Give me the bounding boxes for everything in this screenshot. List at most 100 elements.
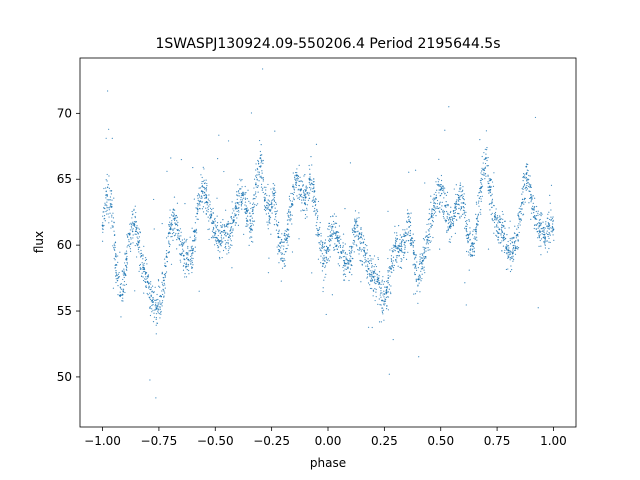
data-point: [532, 202, 534, 204]
data-point: [351, 246, 353, 248]
data-point: [463, 202, 465, 204]
data-point: [323, 245, 326, 248]
data-point: [257, 159, 259, 162]
data-point: [480, 179, 482, 181]
data-point: [469, 227, 471, 229]
data-point: [105, 197, 107, 199]
data-point: [191, 254, 193, 256]
data-point: [500, 234, 502, 236]
data-point: [155, 305, 157, 307]
data-point: [163, 279, 165, 282]
data-point: [345, 256, 347, 258]
data-point: [185, 262, 187, 264]
data-point: [244, 204, 246, 206]
data-point: [301, 202, 303, 204]
data-point: [369, 260, 371, 262]
data-point: [526, 178, 529, 180]
data-point: [445, 201, 447, 203]
data-point: [353, 234, 355, 236]
data-point: [301, 181, 304, 183]
data-point: [225, 235, 227, 237]
data-point: [538, 235, 540, 238]
data-point: [419, 256, 421, 258]
data-point: [480, 198, 482, 200]
data-point: [446, 231, 448, 233]
data-point: [434, 202, 436, 204]
data-point: [119, 283, 122, 285]
data-point: [419, 278, 421, 280]
data-point: [197, 210, 199, 212]
data-point: [342, 251, 345, 253]
data-point: [447, 204, 449, 206]
data-point: [508, 254, 510, 256]
data-point: [157, 306, 159, 308]
data-point: [227, 140, 230, 142]
data-point: [528, 202, 530, 204]
data-point: [398, 225, 400, 227]
data-point: [248, 227, 250, 229]
data-point: [246, 220, 248, 222]
data-point: [297, 179, 299, 181]
data-point: [535, 210, 537, 213]
data-point: [316, 216, 319, 219]
data-point: [292, 204, 294, 206]
data-point: [472, 230, 474, 232]
data-point: [201, 195, 203, 197]
data-point: [467, 242, 469, 244]
data-point: [427, 247, 429, 249]
data-point: [444, 129, 446, 131]
data-point: [176, 239, 178, 241]
data-point: [116, 273, 118, 275]
data-point: [458, 198, 461, 200]
data-point: [427, 249, 429, 251]
data-point: [400, 267, 403, 269]
data-point: [130, 238, 132, 240]
data-point: [161, 281, 163, 283]
data-point: [441, 185, 444, 187]
data-point: [483, 152, 485, 154]
data-point: [309, 180, 311, 182]
data-point: [363, 238, 366, 240]
data-point: [404, 248, 406, 250]
data-point: [354, 218, 356, 220]
data-point: [391, 266, 394, 268]
data-point: [177, 221, 179, 223]
data-point: [444, 187, 446, 189]
data-point: [134, 233, 136, 235]
data-point: [408, 220, 411, 223]
data-point: [382, 313, 384, 315]
data-point: [134, 244, 136, 247]
data-point: [427, 218, 430, 221]
data-point: [449, 227, 452, 229]
data-point: [460, 215, 462, 217]
data-point: [229, 235, 231, 237]
data-point: [412, 240, 414, 242]
data-point: [279, 236, 281, 239]
data-point: [335, 234, 337, 236]
data-point: [162, 289, 165, 291]
data-point: [475, 237, 477, 239]
data-point: [481, 170, 483, 172]
data-point: [242, 191, 244, 193]
data-point: [548, 237, 550, 239]
data-point: [509, 250, 511, 252]
data-point: [306, 204, 309, 206]
data-point: [465, 211, 467, 213]
data-point: [145, 285, 147, 287]
data-point: [416, 261, 418, 263]
data-point: [238, 204, 240, 206]
data-point: [155, 324, 157, 326]
data-point: [521, 193, 523, 195]
data-point: [373, 266, 375, 268]
data-point: [425, 250, 427, 252]
data-point: [526, 179, 528, 181]
data-point: [143, 245, 145, 247]
data-point: [411, 237, 413, 239]
data-point: [330, 216, 332, 218]
data-point: [339, 257, 341, 259]
data-point: [107, 207, 109, 209]
data-point: [438, 158, 440, 160]
data-point: [329, 244, 331, 246]
data-point: [228, 248, 230, 250]
data-point: [313, 210, 315, 212]
